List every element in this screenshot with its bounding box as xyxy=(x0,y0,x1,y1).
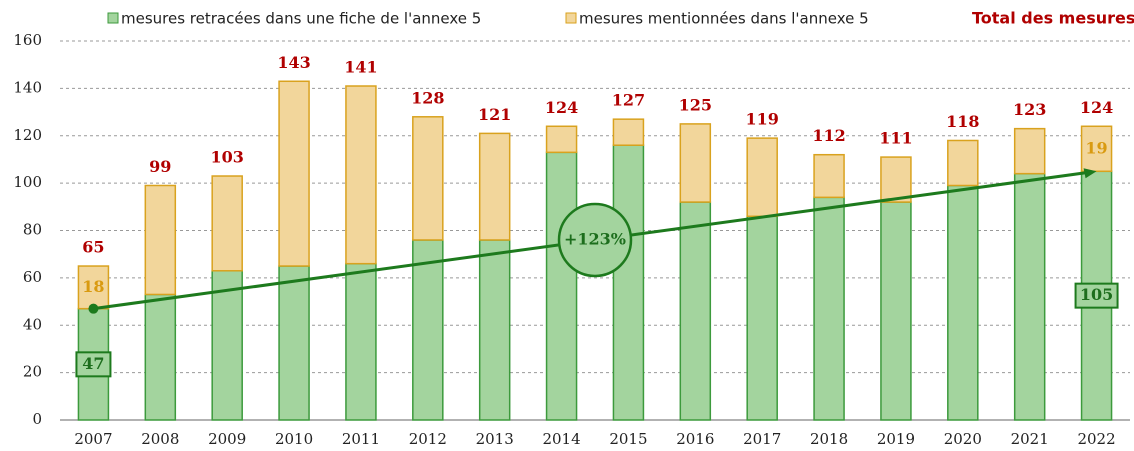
bar-segment xyxy=(211,270,243,421)
x-tick-label: 2020 xyxy=(944,430,982,448)
bar-segment xyxy=(345,85,377,265)
y-tick-label: 160 xyxy=(13,31,42,49)
y-tick-label: 40 xyxy=(23,315,42,333)
bar-segment xyxy=(679,123,712,203)
total-label: 119 xyxy=(745,110,778,129)
bar-segment xyxy=(880,201,912,421)
bar-segment xyxy=(144,293,177,421)
bar-segment xyxy=(412,239,444,421)
y-tick-label: 0 xyxy=(32,410,42,428)
legend-swatch xyxy=(107,12,119,24)
bar-segment xyxy=(478,239,511,421)
total-label: 124 xyxy=(545,98,578,117)
bar-segment xyxy=(278,265,310,421)
bar-segment xyxy=(278,80,310,267)
bar-segment xyxy=(1080,125,1113,173)
total-label: 127 xyxy=(612,91,645,110)
value-label: 19 xyxy=(1085,138,1107,157)
total-label: 125 xyxy=(679,95,712,114)
x-tick-label: 2012 xyxy=(409,430,447,448)
y-tick-label: 140 xyxy=(13,78,42,96)
total-label: 112 xyxy=(812,126,845,145)
bar-segment xyxy=(746,137,778,218)
x-tick-label: 2019 xyxy=(877,430,915,448)
legend-label: mesures mentionnées dans l'annexe 5 xyxy=(579,10,869,28)
bar-segment xyxy=(211,175,243,272)
legend-label: Total des mesures xyxy=(972,9,1134,28)
bar-segment xyxy=(612,144,645,421)
bar-segment xyxy=(813,153,845,199)
value-label: 47 xyxy=(82,354,104,373)
total-label: 128 xyxy=(411,88,444,107)
total-label: 121 xyxy=(478,105,511,124)
y-tick-label: 120 xyxy=(13,126,42,144)
bar-segment xyxy=(1013,127,1046,175)
bar-segment xyxy=(1013,172,1046,421)
x-tick-label: 2008 xyxy=(141,430,179,448)
bar-segment xyxy=(679,201,712,421)
bar-segment xyxy=(813,196,845,421)
x-tick-label: 2022 xyxy=(1077,430,1115,448)
x-tick-label: 2011 xyxy=(342,430,380,448)
x-tick-label: 2007 xyxy=(74,430,112,448)
bar-segment xyxy=(947,139,979,187)
bar-segment xyxy=(144,184,177,296)
bar-segment xyxy=(746,215,778,421)
bar-segment xyxy=(545,151,578,421)
x-tick-label: 2017 xyxy=(743,430,781,448)
label-box xyxy=(1074,282,1119,309)
x-tick-label: 2014 xyxy=(542,430,580,448)
bar-segment xyxy=(412,116,444,241)
bar-segment xyxy=(345,262,377,421)
total-label: 141 xyxy=(344,58,377,77)
x-tick-label: 2021 xyxy=(1011,430,1049,448)
bar-segment xyxy=(478,132,511,241)
total-label: 103 xyxy=(210,148,243,167)
x-tick-label: 2015 xyxy=(609,430,647,448)
total-label: 118 xyxy=(946,112,979,131)
trend-start xyxy=(88,303,99,314)
label-box xyxy=(75,351,112,378)
y-tick-label: 100 xyxy=(13,173,42,191)
legend-swatch xyxy=(565,12,577,24)
bar-segment xyxy=(612,118,645,146)
value-label: 105 xyxy=(1080,285,1113,304)
value-label: 18 xyxy=(82,277,104,296)
x-tick-label: 2013 xyxy=(476,430,514,448)
total-label: 111 xyxy=(879,129,912,148)
total-label: 123 xyxy=(1013,100,1046,119)
bar-segment xyxy=(545,125,578,154)
legend-label: mesures retracées dans une fiche de l'an… xyxy=(121,10,481,28)
x-tick-label: 2009 xyxy=(208,430,246,448)
annotation-circle xyxy=(557,202,633,278)
x-tick-label: 2016 xyxy=(676,430,714,448)
bar-segment xyxy=(880,156,912,203)
y-tick-label: 20 xyxy=(23,363,42,381)
y-tick-label: 60 xyxy=(23,268,42,286)
total-label: 143 xyxy=(277,53,310,72)
x-tick-label: 2018 xyxy=(810,430,848,448)
trend-arrowhead xyxy=(1083,168,1097,179)
y-tick-label: 80 xyxy=(23,221,42,239)
x-tick-label: 2010 xyxy=(275,430,313,448)
bar-segment xyxy=(947,184,979,421)
annotation: +123% xyxy=(564,229,626,248)
total-label: 99 xyxy=(149,157,171,176)
bar-segment xyxy=(77,265,110,310)
total-label: 124 xyxy=(1080,98,1113,117)
total-label: 65 xyxy=(82,238,104,257)
